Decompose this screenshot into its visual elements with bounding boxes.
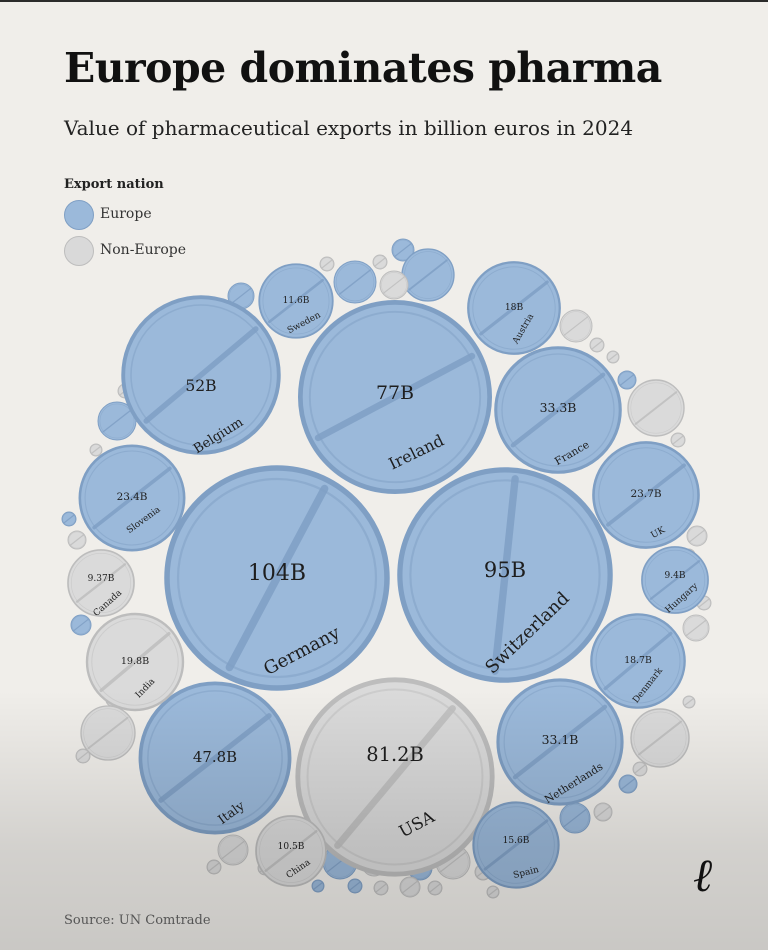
value-label: 23.4B <box>117 491 148 503</box>
chart-title: Europe dominates pharma <box>64 44 662 92</box>
filler-bubble <box>593 802 613 822</box>
filler-bubble <box>632 761 648 777</box>
filler-bubble <box>559 802 591 834</box>
value-label: 104B <box>248 561 306 586</box>
filler-bubble <box>686 525 708 547</box>
filler-bubble <box>589 337 605 353</box>
filler-bubble <box>670 432 686 448</box>
value-label: 11.6B <box>283 296 310 306</box>
value-label: 95B <box>484 557 526 582</box>
legend-swatch-europe <box>64 200 94 230</box>
filler-bubble <box>61 511 77 527</box>
top-rule <box>0 0 768 2</box>
filler-bubble <box>617 370 637 390</box>
filler-bubble <box>70 614 92 636</box>
value-label: 9.4B <box>665 571 686 581</box>
filler-bubble <box>630 708 690 768</box>
filler-bubble <box>333 260 377 304</box>
filler-bubble <box>372 254 388 270</box>
filler-bubble <box>67 530 87 550</box>
filler-bubble <box>427 880 443 896</box>
value-label: 33.1B <box>542 732 579 747</box>
chart-subtitle: Value of pharmaceutical exports in billi… <box>64 116 634 140</box>
source-note: Source: UN Comtrade <box>64 913 211 928</box>
filler-bubble <box>399 876 421 898</box>
filler-bubble <box>379 270 409 300</box>
value-label: 52B <box>185 377 216 395</box>
value-label: 33.3B <box>540 400 577 415</box>
filler-bubble <box>618 774 638 794</box>
filler-bubble <box>559 309 593 343</box>
value-label: 15.6B <box>503 836 530 846</box>
value-label: 10.5B <box>278 842 305 852</box>
value-label: 9.37B <box>88 574 115 584</box>
legend-title: Export nation <box>64 177 164 192</box>
value-label: 81.2B <box>366 743 424 766</box>
filler-bubble <box>682 695 696 709</box>
filler-bubble <box>206 859 222 875</box>
filler-bubble <box>486 885 500 899</box>
filler-bubble <box>319 256 335 272</box>
value-label: 18.7B <box>624 655 652 666</box>
filler-bubble <box>80 705 136 761</box>
value-label: 19.8B <box>121 656 149 667</box>
filler-bubble <box>682 614 710 642</box>
legend-label-non-europe: Non-Europe <box>100 242 187 258</box>
filler-bubble <box>391 238 415 262</box>
filler-bubble <box>627 379 685 437</box>
filler-bubble <box>217 834 249 866</box>
filler-bubble <box>89 443 103 457</box>
filler-bubble <box>401 248 455 302</box>
filler-bubble <box>75 748 91 764</box>
filler-bubble <box>97 401 137 441</box>
filler-bubble <box>347 878 363 894</box>
filler-bubble <box>311 879 325 893</box>
legend-swatch-non-europe <box>64 236 94 266</box>
filler-bubble <box>606 350 620 364</box>
value-label: 18B <box>505 303 524 313</box>
value-label: 23.7B <box>630 488 661 500</box>
value-label: 47.8B <box>193 748 237 766</box>
brand-logo: ℓ <box>693 848 713 902</box>
filler-bubble <box>373 880 389 896</box>
legend-label-europe: Europe <box>100 206 152 222</box>
value-label: 77B <box>376 382 414 404</box>
